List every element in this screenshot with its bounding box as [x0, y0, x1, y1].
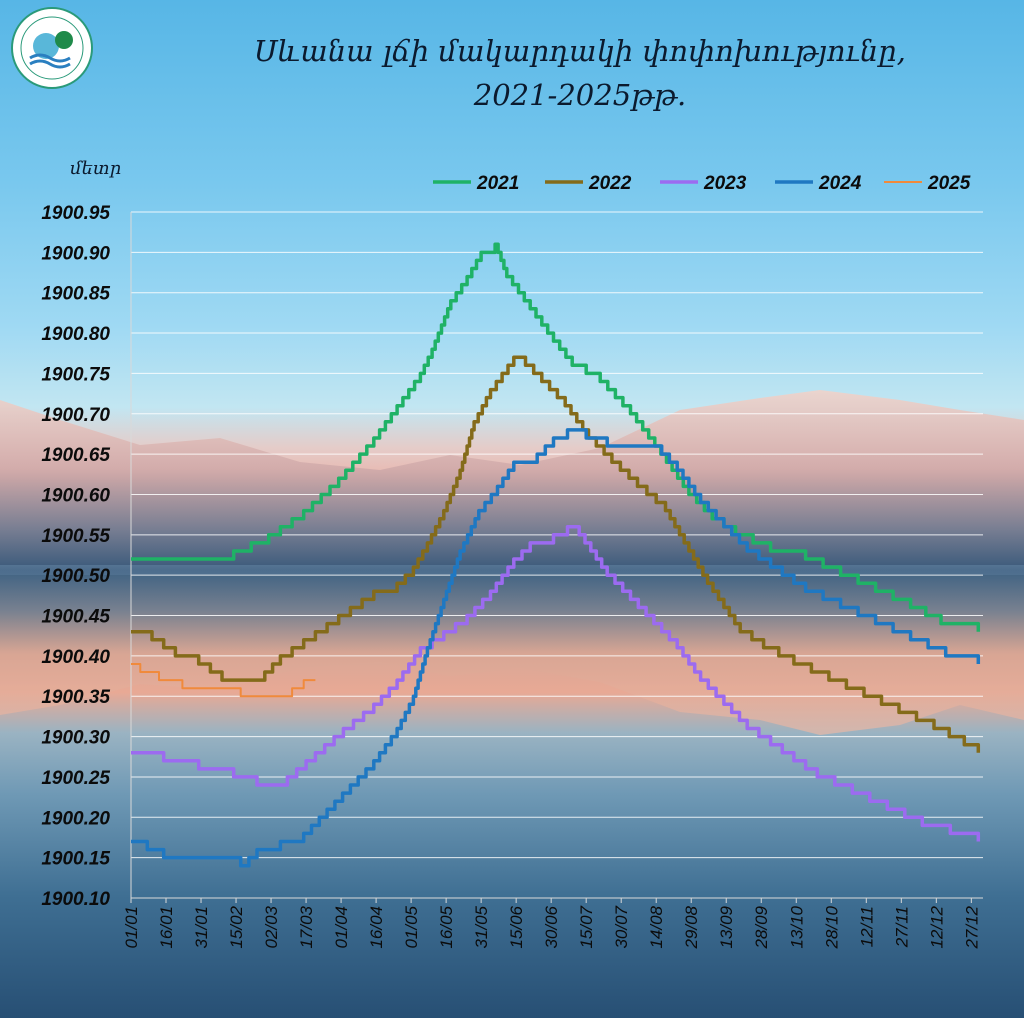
- y-tick-label: 1900.20: [41, 808, 110, 829]
- x-tick-label: 27/11: [892, 906, 911, 948]
- legend: 2021 2022 2023 2024 2025: [433, 173, 971, 194]
- x-tick-label: 14/08: [647, 905, 666, 948]
- x-tick-label: 15/07: [577, 905, 596, 948]
- ministry-logo: [11, 7, 93, 89]
- legend-label-2024: 2024: [818, 173, 862, 194]
- chart-title-line1: Սևանա լճի մակարդակի փոփոխությունը,: [254, 34, 906, 68]
- x-tick-label: 12/11: [857, 906, 876, 947]
- x-tick-label: 01/01: [122, 906, 141, 949]
- x-tick-label: 13/10: [787, 905, 806, 948]
- y-tick-label: 1900.50: [41, 566, 110, 587]
- series-line-2023: [131, 525, 981, 842]
- y-tick-label: 1900.65: [41, 445, 110, 466]
- x-tick-label: 16/05: [437, 905, 456, 948]
- y-tick-label: 1900.70: [41, 405, 110, 426]
- y-tick-label: 1900.30: [41, 728, 110, 749]
- y-tick-label: 1900.35: [41, 687, 110, 708]
- x-tick-label: 31/05: [472, 905, 491, 948]
- chart-title-line2: 2021-2025թթ.: [473, 78, 687, 112]
- y-tick-label: 1900.40: [41, 647, 110, 668]
- x-tick-label: 13/09: [717, 905, 736, 948]
- x-tick-label: 27/12: [962, 905, 981, 949]
- x-tick-label: 28/09: [752, 905, 771, 949]
- x-tick-label: 17/03: [297, 905, 316, 948]
- x-tick-label: 30/07: [612, 905, 631, 948]
- y-tick-label: 1900.95: [41, 203, 110, 224]
- legend-label-2023: 2023: [703, 173, 747, 194]
- gridlines: [131, 211, 983, 899]
- series-line-2024: [131, 428, 981, 868]
- y-tick-label: 1900.90: [41, 243, 110, 264]
- series-line-2022: [131, 355, 981, 753]
- axes: 1900.95 1900.90 1900.85 1900.80 1900.75 1900.…: [41, 203, 983, 950]
- x-tick-label: 01/04: [332, 906, 351, 949]
- x-tick-label: 30/06: [542, 905, 561, 948]
- x-tick-label: 01/05: [402, 905, 421, 948]
- y-tick-label: 1900.60: [41, 485, 110, 506]
- legend-label-2022: 2022: [588, 173, 632, 194]
- series-lines: [131, 242, 981, 868]
- x-tick-label: 12/12: [927, 905, 946, 948]
- y-tick-label: 1900.15: [41, 849, 110, 870]
- legend-label-2025: 2025: [927, 173, 971, 194]
- y-tick-label: 1900.75: [41, 364, 110, 385]
- y-tick-label: 1900.45: [41, 607, 110, 628]
- y-tick-label: 1900.25: [41, 768, 110, 789]
- series-line-2021: [131, 242, 981, 632]
- series-line-2025: [131, 663, 316, 698]
- x-tick-label: 16/04: [367, 906, 386, 949]
- x-tick-label: 15/06: [507, 905, 526, 948]
- y-tick-label: 1900.55: [41, 526, 110, 547]
- y-tick-label: 1900.80: [41, 324, 110, 345]
- x-tick-label: 16/01: [157, 906, 176, 949]
- y-tick-label: 1900.85: [41, 284, 110, 305]
- x-tick-label: 28/10: [822, 905, 841, 949]
- y-axis-unit: մետր: [70, 158, 121, 179]
- y-tick-label: 1900.10: [41, 889, 110, 910]
- x-tick-label: 02/03: [262, 905, 281, 948]
- legend-label-2021: 2021: [476, 173, 519, 194]
- x-tick-label: 31/01: [192, 906, 211, 949]
- x-tick-label: 15/02: [227, 905, 246, 948]
- x-tick-label: 29/08: [682, 905, 701, 949]
